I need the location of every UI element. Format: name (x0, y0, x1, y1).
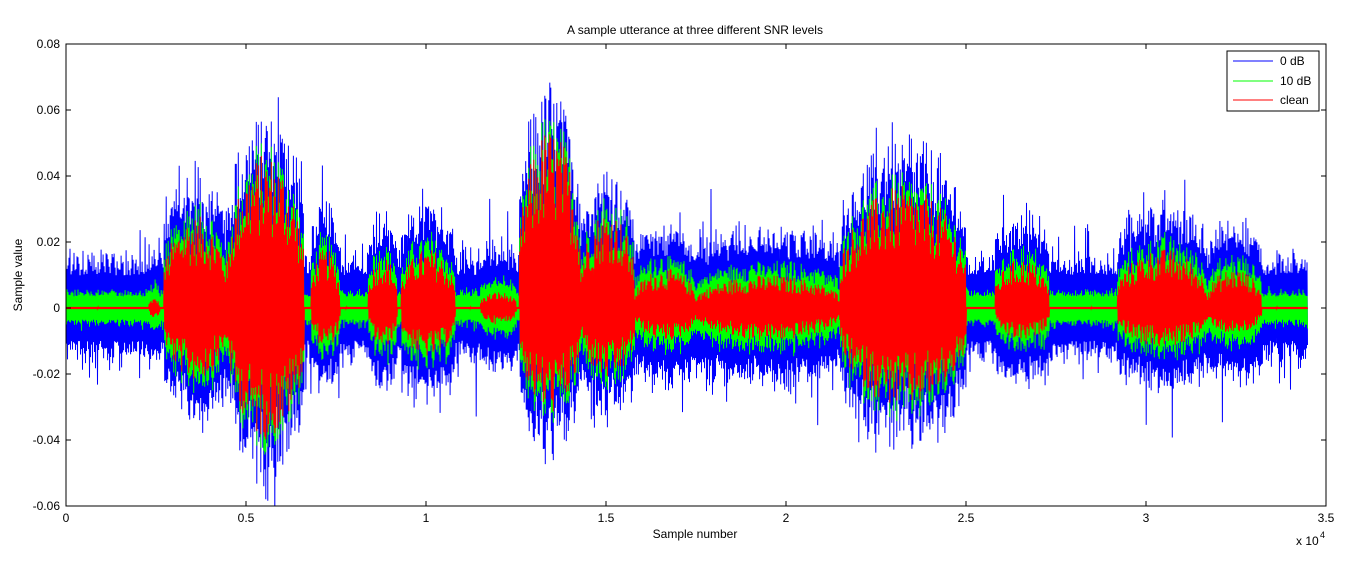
plot-area-frame (65, 43, 1327, 507)
y-tick-label: 0.02 (37, 235, 61, 249)
y-tick-label: 0.04 (37, 169, 61, 183)
x-axis: 0 0.5 1 1.5 2 2.5 3 3.5 (63, 44, 1335, 525)
legend-label-10db: 10 dB (1280, 74, 1311, 88)
y-tick-label: -0.02 (33, 367, 61, 381)
x-tick-label: 3.5 (1318, 511, 1335, 525)
x-exponent-base: x 10 (1296, 534, 1319, 548)
y-tick-label: 0.08 (37, 37, 61, 51)
legend: 0 dB 10 dB clean (1226, 50, 1320, 112)
x-tick-label: 0.5 (238, 511, 255, 525)
x-tick-label: 2 (783, 511, 790, 525)
series-group (66, 82, 1308, 506)
x-exponent-power: 4 (1320, 530, 1325, 540)
legend-label-0db: 0 dB (1280, 54, 1305, 68)
x-tick-label: 2.5 (958, 511, 975, 525)
y-tick-label: 0.06 (37, 103, 61, 117)
y-axis-label: Sample value (11, 238, 25, 311)
y-tick-label: -0.06 (33, 499, 61, 513)
legend-label-clean: clean (1280, 93, 1309, 107)
x-tick-label: 1.5 (598, 511, 615, 525)
y-tick-label: -0.04 (33, 433, 61, 447)
x-tick-label: 0 (63, 511, 70, 525)
chart-title: A sample utterance at three different SN… (567, 23, 823, 37)
y-tick-label: 0 (53, 301, 60, 315)
series-line-clean (66, 134, 1308, 440)
x-exponent-label: x 10 4 (1296, 530, 1325, 548)
x-axis-label: Sample number (653, 527, 738, 541)
y-axis: -0.06 -0.04 -0.02 0 0.02 0.04 0.06 0.08 (33, 37, 1326, 513)
x-tick-label: 3 (1143, 511, 1150, 525)
x-tick-label: 1 (423, 511, 430, 525)
